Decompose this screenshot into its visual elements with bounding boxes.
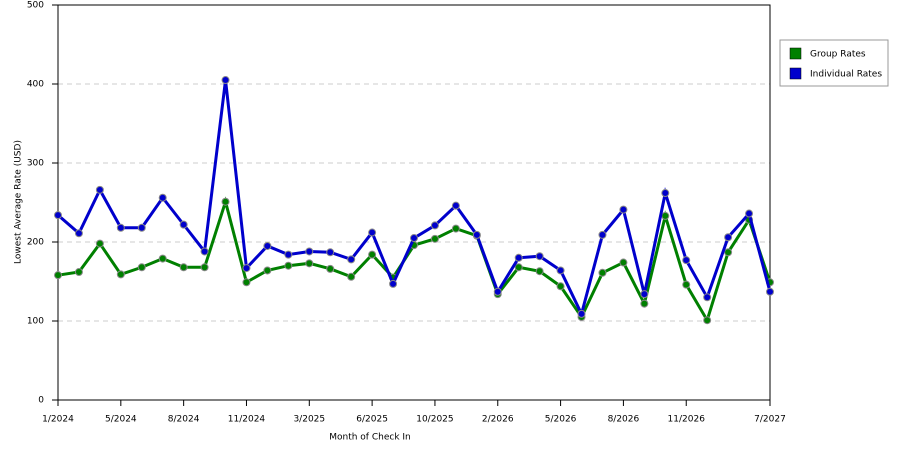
data-point <box>389 279 398 288</box>
data-point <box>74 229 83 238</box>
x-tick-label: 3/2025 <box>293 415 325 425</box>
x-tick-label: 2/2026 <box>482 415 514 425</box>
y-axis-label: Lowest Average Rate (USD) <box>14 140 24 264</box>
x-tick-label: 11/2026 <box>668 415 706 425</box>
data-point <box>640 299 649 308</box>
data-point <box>347 272 356 281</box>
data-point <box>451 224 460 233</box>
x-tick-label: 5/2026 <box>545 415 577 425</box>
x-tick-label: 8/2024 <box>168 415 200 425</box>
data-point <box>263 266 272 275</box>
data-point <box>221 197 230 206</box>
x-tick-label: 8/2026 <box>608 415 640 425</box>
y-tick-label: 100 <box>27 317 44 327</box>
data-point <box>703 316 712 325</box>
data-point <box>179 220 188 229</box>
plot-frame <box>57 4 771 401</box>
data-point <box>116 223 125 232</box>
y-tick-label: 200 <box>27 238 44 248</box>
data-point <box>200 247 209 256</box>
data-point <box>137 223 146 232</box>
data-point <box>556 282 565 291</box>
data-point <box>242 278 251 287</box>
data-point <box>619 258 628 267</box>
x-tick-label: 5/2024 <box>105 415 137 425</box>
data-point <box>493 287 502 296</box>
data-point <box>410 234 418 243</box>
data-point <box>368 228 377 237</box>
data-point <box>703 293 712 302</box>
data-point <box>326 248 335 257</box>
legend-swatch <box>789 47 802 60</box>
legend-label: Group Rates <box>810 50 866 60</box>
data-point <box>158 193 167 202</box>
data-point <box>514 253 523 262</box>
data-point <box>137 263 146 272</box>
data-point <box>640 290 649 299</box>
data-point <box>284 250 293 259</box>
data-point <box>535 252 544 261</box>
data-point <box>598 268 607 277</box>
data-point <box>263 241 272 250</box>
data-point <box>284 261 293 270</box>
data-point <box>326 264 335 273</box>
data-point <box>535 267 544 276</box>
x-tick-label: 6/2025 <box>356 415 388 425</box>
data-point <box>619 205 628 214</box>
data-point <box>158 254 167 263</box>
data-point <box>682 280 691 289</box>
legend-label: Individual Rates <box>810 70 882 80</box>
data-point <box>368 250 377 259</box>
data-point <box>682 256 691 265</box>
data-point <box>451 201 460 210</box>
y-tick-label: 400 <box>27 80 44 90</box>
x-tick-label: 7/2027 <box>754 415 786 425</box>
data-point <box>430 234 439 243</box>
data-point <box>661 211 670 220</box>
y-tick-label: 0 <box>38 396 44 406</box>
legend-swatch <box>789 67 802 80</box>
data-point <box>54 211 62 220</box>
y-tick-label: 500 <box>27 1 44 11</box>
x-tick-label: 10/2025 <box>416 415 453 425</box>
data-point <box>95 185 104 194</box>
data-point <box>347 255 356 264</box>
x-tick-label: 1/2024 <box>42 415 74 425</box>
data-point <box>514 263 523 272</box>
data-point <box>745 209 754 218</box>
data-point <box>305 247 314 256</box>
x-tick-label: 11/2024 <box>228 415 266 425</box>
data-point <box>598 230 607 239</box>
data-point <box>556 266 565 275</box>
data-point <box>472 230 481 239</box>
data-point <box>242 264 251 273</box>
data-point <box>577 309 586 318</box>
data-point <box>430 221 439 230</box>
y-tick-label: 300 <box>27 159 44 169</box>
data-point <box>724 233 733 242</box>
data-point <box>221 76 230 85</box>
data-point <box>74 268 83 277</box>
data-point <box>305 259 314 268</box>
data-point <box>179 263 188 272</box>
data-point <box>766 287 774 296</box>
data-point <box>95 239 104 248</box>
x-axis-label: Month of Check In <box>329 433 411 443</box>
data-point <box>661 189 670 198</box>
data-point <box>54 271 62 280</box>
data-point <box>200 263 209 272</box>
data-point <box>724 248 733 257</box>
data-point <box>116 270 125 279</box>
